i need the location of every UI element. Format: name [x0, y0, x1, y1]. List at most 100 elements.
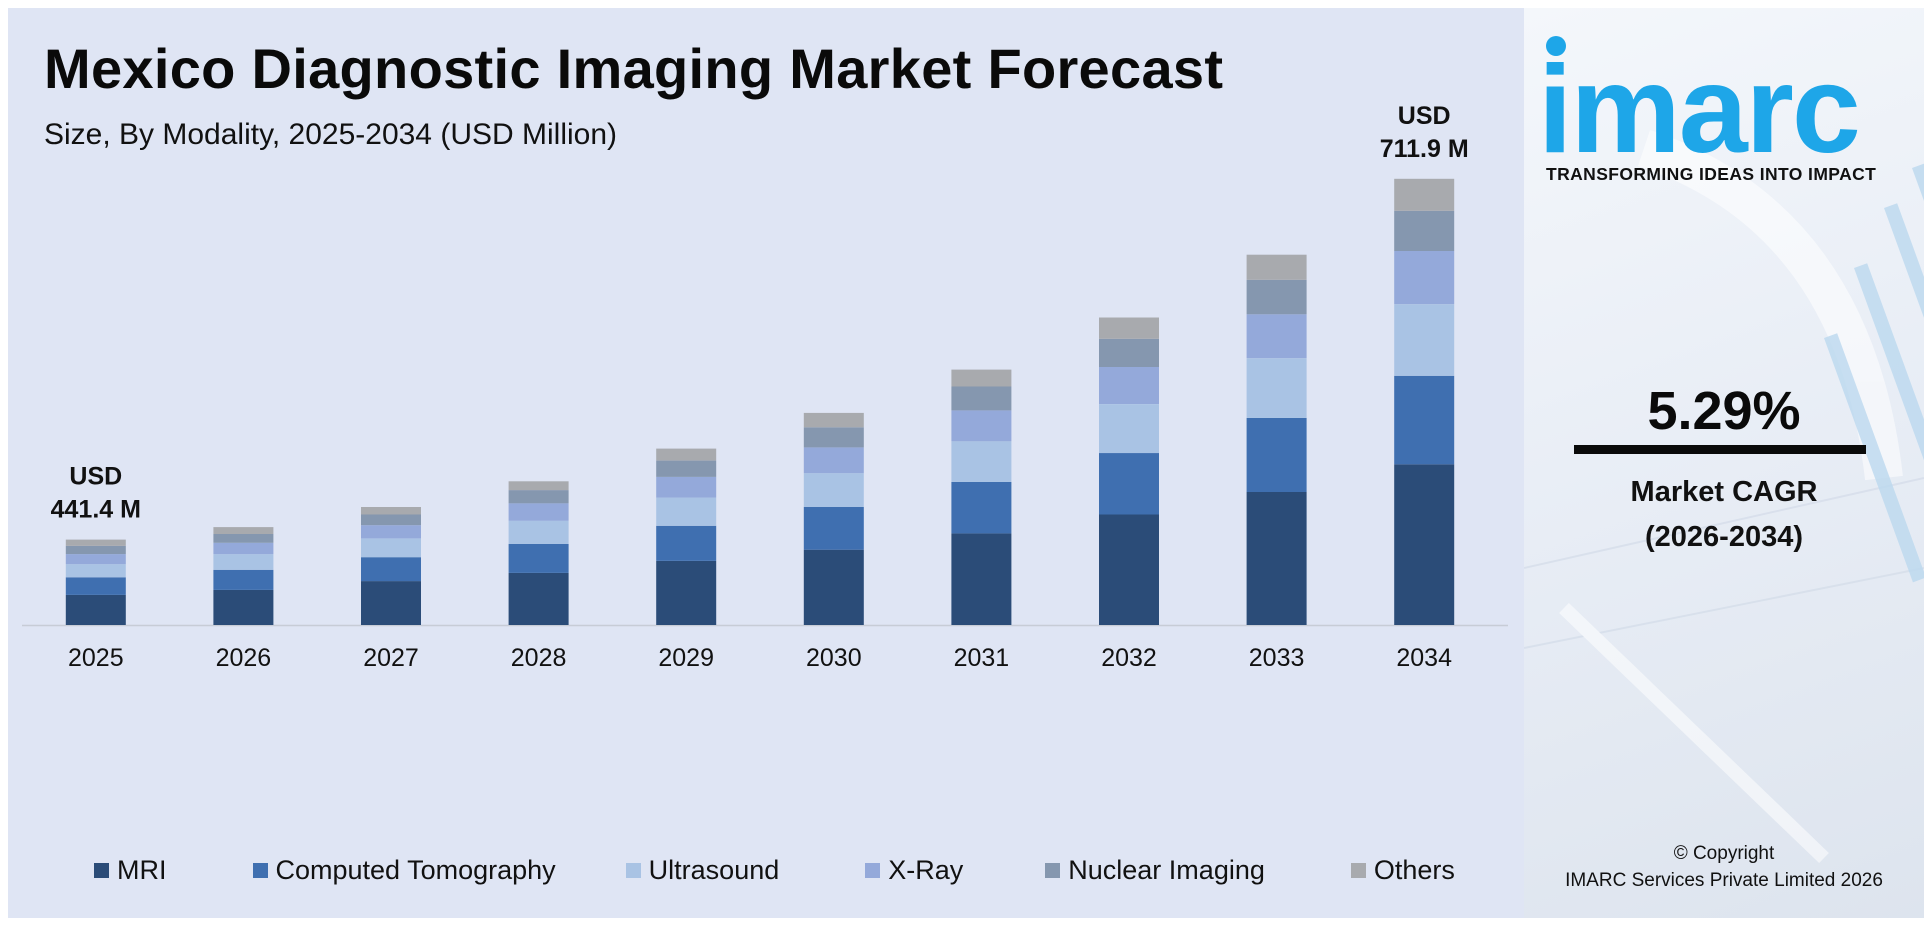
copyright-line1: © Copyright — [1673, 843, 1775, 864]
bar-segment-others-2025 — [65, 539, 126, 546]
total-label-2034: 711.9 M — [1380, 135, 1469, 163]
bar-segment-mri-2025 — [65, 594, 126, 625]
total-label-2025: USD — [69, 463, 122, 491]
bar-segment-computed-tomography-2032 — [1099, 453, 1159, 515]
legend-swatch — [1045, 863, 1061, 878]
bar-segment-nuclear-imaging-2030 — [803, 427, 864, 448]
bar-segment-ultrasound-2033 — [1246, 358, 1307, 418]
bar-segment-others-2026 — [213, 527, 274, 534]
bar-segment-x-ray-2030 — [803, 447, 864, 474]
bar-segment-others-2034 — [1394, 178, 1455, 211]
chart-title: Mexico Diagnostic Imaging Market Forecas… — [44, 37, 1224, 100]
bar-segment-nuclear-imaging-2029 — [656, 460, 717, 477]
bar-segment-mri-2030 — [803, 549, 864, 625]
bar-segment-computed-tomography-2034 — [1394, 375, 1455, 465]
legend-item-ultrasound: Ultrasound — [625, 855, 780, 886]
bar-segment-ultrasound-2028 — [508, 520, 569, 544]
bar-segment-computed-tomography-2028 — [508, 544, 569, 573]
bar-segment-nuclear-imaging-2034 — [1394, 210, 1455, 251]
legend-label: Ultrasound — [648, 855, 780, 885]
cagr-label-line1: Market CAGR — [1630, 476, 1818, 508]
bar-segment-x-ray-2028 — [508, 503, 569, 521]
x-tick-label: 2030 — [806, 644, 862, 672]
bar-segment-ultrasound-2026 — [213, 554, 274, 570]
bar-segment-computed-tomography-2025 — [65, 577, 126, 595]
bar-segment-others-2028 — [508, 481, 569, 491]
bar-segment-mri-2033 — [1246, 491, 1307, 625]
bar-segment-ultrasound-2031 — [951, 441, 1012, 482]
x-tick-label: 2029 — [658, 644, 714, 672]
x-tick-label: 2028 — [511, 644, 567, 672]
legend-label: Computed Tomography — [275, 855, 556, 885]
bar-segment-mri-2031 — [951, 533, 1012, 625]
bar-segment-ultrasound-2025 — [65, 564, 126, 578]
bar-segment-ultrasound-2030 — [803, 473, 864, 507]
bar-segment-ultrasound-2034 — [1394, 304, 1455, 376]
bar-segment-x-ray-2025 — [65, 554, 126, 565]
copyright-notice: © Copyright IMARC Services Private Limit… — [1524, 840, 1924, 894]
bar-segment-ultrasound-2027 — [361, 538, 421, 558]
bar-segment-mri-2027 — [361, 581, 421, 625]
imarc-logo: imarc — [1538, 41, 1861, 179]
x-tick-label: 2027 — [363, 644, 419, 672]
bar-segment-x-ray-2027 — [361, 525, 421, 539]
logo-dot — [1546, 36, 1566, 56]
stacked-bar-chart: 2025 2026 2027 2028 2029 2030 2031 2032 2033 2034… — [22, 102, 1508, 672]
bar-segment-others-2031 — [951, 369, 1012, 387]
background-chart-image — [1524, 129, 1924, 864]
chart-panel: Mexico Diagnostic Imaging Market Forecas… — [8, 8, 1524, 918]
bar-segment-nuclear-imaging-2028 — [508, 490, 569, 504]
bar-segment-mri-2032 — [1099, 514, 1159, 625]
bar-segment-others-2030 — [803, 412, 864, 428]
bar-segment-mri-2028 — [508, 572, 569, 625]
side-panel: imarc TRANSFORMING IDEAS INTO IMPACT 5.2… — [1524, 8, 1924, 918]
legend-swatch — [94, 863, 109, 878]
bar-segment-others-2027 — [361, 507, 421, 515]
bar-segment-mri-2029 — [656, 561, 717, 625]
bar-segment-computed-tomography-2026 — [213, 569, 274, 590]
x-tick-label: 2033 — [1249, 644, 1305, 672]
x-tick-label: 2031 — [954, 644, 1010, 672]
x-tick-label: 2032 — [1101, 644, 1157, 672]
cagr-value: 5.29% — [1647, 381, 1801, 441]
chart-subtitle: Size, By Modality, 2025-2034 (USD Millio… — [44, 118, 618, 151]
bar-segment-computed-tomography-2030 — [803, 507, 864, 550]
bar-segment-nuclear-imaging-2026 — [213, 534, 274, 543]
cagr-label: Market CAGR (2026-2034) — [1524, 470, 1924, 560]
bar-segment-nuclear-imaging-2027 — [361, 514, 421, 526]
chart-legend: MRI Computed Tomography Ultrasound X-Ray Nuc… — [94, 855, 1455, 886]
legend-item-others: Others — [1350, 855, 1455, 886]
bar-segment-computed-tomography-2031 — [951, 481, 1012, 534]
bar-segment-x-ray-2033 — [1246, 314, 1307, 359]
bar-segment-ultrasound-2032 — [1099, 404, 1159, 454]
x-tick-label: 2034 — [1396, 644, 1452, 672]
bar-segment-mri-2026 — [213, 589, 274, 625]
bar-segment-x-ray-2031 — [951, 410, 1012, 442]
total-label-2025: 441.4 M — [51, 496, 141, 524]
legend-swatch — [252, 863, 268, 878]
bar-segment-x-ray-2026 — [213, 542, 274, 555]
total-label-2034: USD — [1398, 102, 1451, 130]
bar-segment-x-ray-2032 — [1099, 367, 1159, 404]
legend-item-mri: MRI — [94, 855, 167, 886]
cagr-divider — [1574, 445, 1866, 454]
bar-segment-nuclear-imaging-2025 — [65, 545, 126, 555]
bar-segment-mri-2034 — [1394, 464, 1455, 625]
bar-segment-nuclear-imaging-2031 — [951, 386, 1012, 411]
legend-label: MRI — [117, 855, 167, 885]
bar-segment-nuclear-imaging-2033 — [1246, 279, 1307, 315]
bar-segment-x-ray-2034 — [1394, 250, 1455, 305]
bar-segment-computed-tomography-2033 — [1246, 417, 1307, 492]
legend-swatch — [865, 863, 881, 878]
legend-label: Nuclear Imaging — [1068, 855, 1265, 885]
legend-swatch — [625, 863, 641, 878]
bar-segment-x-ray-2029 — [656, 476, 717, 498]
bar-segment-computed-tomography-2029 — [656, 525, 717, 561]
x-tick-label: 2025 — [68, 644, 124, 672]
legend-swatch — [1350, 863, 1366, 878]
bar-segment-ultrasound-2029 — [656, 497, 717, 526]
bar-segment-computed-tomography-2027 — [361, 557, 421, 582]
bar-segment-nuclear-imaging-2032 — [1099, 338, 1159, 367]
legend-item-nuclear-imaging: Nuclear Imaging — [1045, 855, 1265, 886]
legend-item-x-ray: X-Ray — [865, 855, 963, 886]
